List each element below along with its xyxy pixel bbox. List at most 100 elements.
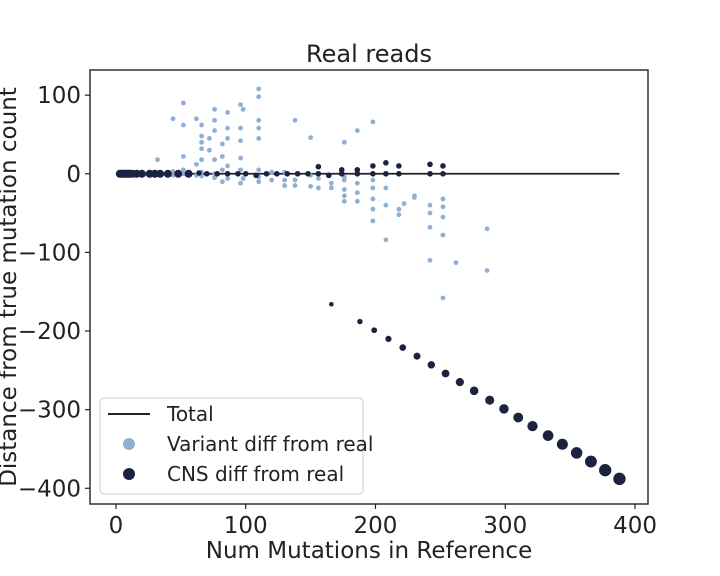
cns-point xyxy=(499,404,509,414)
variant-point xyxy=(341,198,347,204)
variant-point xyxy=(440,295,446,301)
variant-point xyxy=(170,172,176,178)
cns-point xyxy=(371,327,378,334)
variant-point xyxy=(199,146,205,152)
variant-point xyxy=(282,177,288,183)
variant-point xyxy=(206,147,212,153)
chart-title: Real reads xyxy=(306,40,432,68)
x-tick-label: 300 xyxy=(483,513,527,539)
variant-point xyxy=(396,206,402,212)
variant-point xyxy=(370,218,376,224)
cns-point xyxy=(156,169,165,178)
variant-point xyxy=(212,106,217,112)
variant-point xyxy=(440,204,446,210)
cns-point xyxy=(305,170,311,177)
variant-point xyxy=(383,237,389,243)
variant-point xyxy=(354,190,360,196)
cns-point xyxy=(315,163,322,170)
cns-point xyxy=(253,172,259,179)
cns-point xyxy=(137,169,146,178)
variant-point xyxy=(212,117,217,123)
cns-point xyxy=(357,318,363,325)
variant-point xyxy=(427,224,433,230)
variant-point xyxy=(238,180,243,186)
variant-point xyxy=(155,157,160,163)
variant-point xyxy=(370,185,376,191)
variant-point xyxy=(292,177,298,183)
variant-point xyxy=(256,136,262,141)
variant-point xyxy=(383,202,389,208)
variant-point xyxy=(341,177,347,183)
cns-point xyxy=(570,447,583,459)
legend-marker-cns xyxy=(123,468,135,480)
x-tick-label: 0 xyxy=(109,513,124,539)
cns-point xyxy=(263,170,270,177)
variant-point xyxy=(206,136,212,141)
cns-point xyxy=(599,464,612,477)
variant-point xyxy=(328,180,334,186)
axis-ticks: 0 100 200 300 400 100 0 −100 −200 −300 −400 xyxy=(18,83,657,539)
variant-point xyxy=(256,167,262,173)
variant-point xyxy=(256,179,262,185)
variant-point xyxy=(401,201,407,207)
cns-point xyxy=(440,170,446,177)
variant-point xyxy=(292,117,298,123)
variant-point xyxy=(341,187,347,192)
variant-point xyxy=(219,167,225,173)
x-axis-label: Num Mutations in Reference xyxy=(206,538,532,564)
legend: Total Variant diff from real CNS diff fr… xyxy=(99,397,373,495)
variant-point xyxy=(240,176,246,181)
legend-box xyxy=(99,397,364,495)
variant-point xyxy=(308,135,314,141)
variant-point xyxy=(282,183,288,188)
variant-point xyxy=(370,177,376,183)
variant-point xyxy=(315,185,321,191)
variant-point xyxy=(370,196,376,202)
variant-point xyxy=(199,133,205,139)
cns-point xyxy=(542,430,554,441)
cns-point xyxy=(469,386,479,396)
cns-point xyxy=(370,163,376,169)
variant-point xyxy=(440,196,446,202)
cns-point xyxy=(455,378,464,387)
variant-point xyxy=(269,177,275,183)
x-tick-label: 100 xyxy=(224,513,268,539)
variant-point xyxy=(212,157,217,163)
y-axis-label: Distance from true mutation count xyxy=(0,87,22,487)
variant-point xyxy=(341,139,347,145)
cns-point xyxy=(196,170,202,176)
cns-point xyxy=(294,170,301,177)
cns-point xyxy=(284,170,291,177)
variant-point xyxy=(225,163,230,169)
cns-point xyxy=(242,170,249,177)
cns-point xyxy=(427,170,433,177)
variant-point xyxy=(427,257,433,263)
variant-point xyxy=(181,122,186,128)
cns-point xyxy=(441,369,450,378)
cns-point xyxy=(354,167,361,173)
legend-label-variant: Variant diff from real xyxy=(167,432,373,456)
variant-point xyxy=(341,193,347,199)
variant-point xyxy=(219,179,225,185)
cns-point xyxy=(163,169,172,178)
variant-point xyxy=(292,183,298,188)
variant-point xyxy=(212,175,217,181)
variant-point xyxy=(238,155,243,161)
variant-point xyxy=(181,171,186,177)
variant-point xyxy=(181,154,186,159)
plot-frame xyxy=(89,69,649,505)
variant-point xyxy=(396,212,402,218)
variant-point xyxy=(199,157,205,163)
cns-point xyxy=(383,170,389,177)
plot-marks xyxy=(115,86,626,486)
variant-point xyxy=(225,136,230,141)
variant-point xyxy=(238,138,243,144)
variant-point xyxy=(256,125,262,131)
cns-point xyxy=(338,167,345,173)
variant-point xyxy=(484,226,490,232)
legend-label-total: Total xyxy=(166,402,214,426)
cns-point xyxy=(370,170,376,177)
variant-point xyxy=(219,154,225,159)
variant-point xyxy=(238,102,243,107)
legend-label-cns: CNS diff from real xyxy=(167,462,344,486)
